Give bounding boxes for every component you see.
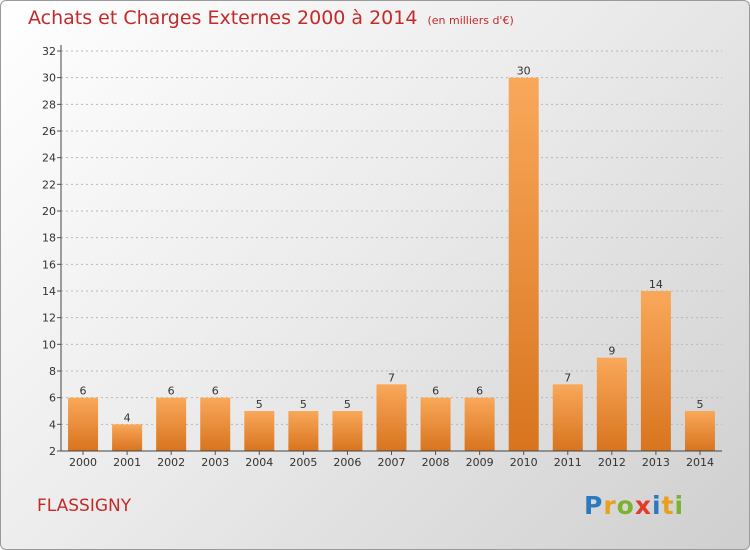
- x-tick-label: 2002: [157, 456, 185, 469]
- y-tick-label: 16: [42, 258, 56, 271]
- y-tick-label: 20: [42, 205, 56, 218]
- data-label-2014: 5: [696, 398, 703, 411]
- y-tick-label: 2: [49, 445, 56, 458]
- x-tick-label: 2006: [333, 456, 361, 469]
- y-tick-label: 32: [42, 45, 56, 58]
- data-label-2008: 6: [432, 385, 439, 398]
- x-axis-ticks: 2000 2001 2002 2003 2004 2005 2006 2007 2008 2009…: [69, 451, 714, 469]
- logo-letter: o: [616, 491, 635, 520]
- x-tick-label: 2008: [422, 456, 450, 469]
- location-name: FLASSIGNY: [37, 496, 132, 516]
- y-tick-label: 22: [42, 178, 56, 191]
- bar-2010: [508, 77, 539, 452]
- data-label-2005: 5: [300, 398, 307, 411]
- logo-letter: x: [634, 491, 652, 520]
- x-tick-label: 2003: [201, 456, 229, 469]
- logo-letter: r: [603, 491, 617, 520]
- x-tick-label: 2012: [598, 456, 626, 469]
- y-tick-label: 4: [49, 418, 56, 431]
- x-tick-label: 2010: [510, 456, 538, 469]
- bar-2007: [376, 384, 407, 451]
- y-tick-label: 8: [49, 365, 56, 378]
- data-label-2010: 30: [517, 65, 531, 78]
- bar-2004: [244, 411, 275, 451]
- data-label-2003: 6: [212, 385, 219, 398]
- x-tick-label: 2014: [686, 456, 714, 469]
- logo-letter: i: [674, 491, 685, 520]
- y-tick-label: 18: [42, 232, 56, 245]
- bar-2001: [112, 424, 143, 451]
- x-tick-label: 2001: [113, 456, 141, 469]
- bars: 6 4 6 6 5 5 5 7 6 6 30 7 9 14 5: [68, 65, 715, 452]
- bar-2013: [640, 291, 671, 451]
- chart-title-unit: (en milliers d'€): [427, 14, 514, 27]
- y-tick-label: 30: [42, 72, 56, 85]
- bar-2000: [68, 397, 99, 451]
- data-label-2001: 4: [124, 411, 131, 424]
- bar-2006: [332, 411, 363, 451]
- logo-letter: i: [652, 491, 662, 520]
- logo-letter: P: [584, 491, 604, 520]
- data-label-2013: 14: [649, 278, 663, 291]
- bar-2003: [200, 397, 231, 451]
- x-tick-label: 2009: [466, 456, 494, 469]
- bar-2005: [288, 411, 319, 451]
- x-tick-label: 2000: [69, 456, 97, 469]
- data-label-2004: 5: [256, 398, 263, 411]
- data-label-2006: 5: [344, 398, 351, 411]
- bar-2011: [552, 384, 583, 451]
- proxiti-logo: Proxiti: [584, 491, 684, 520]
- data-label-2009: 6: [476, 385, 483, 398]
- bar-2014: [684, 411, 715, 451]
- data-label-2011: 7: [564, 371, 571, 384]
- bar-2009: [464, 397, 495, 451]
- y-tick-label: 10: [42, 338, 56, 351]
- axes: [60, 45, 722, 452]
- chart-title: Achats et Charges Externes 2000 à 2014 (e…: [28, 7, 514, 29]
- logo-letter: t: [661, 491, 675, 520]
- data-label-2012: 9: [608, 345, 615, 358]
- y-tick-label: 28: [42, 98, 56, 111]
- x-tick-label: 2005: [289, 456, 317, 469]
- y-tick-label: 12: [42, 312, 56, 325]
- y-tick-label: 6: [49, 392, 56, 405]
- bar-2012: [596, 357, 627, 451]
- bar-2008: [420, 397, 451, 451]
- chart-title-main: Achats et Charges Externes 2000 à 2014: [28, 7, 418, 29]
- x-tick-label: 2004: [245, 456, 273, 469]
- x-tick-label: 2011: [554, 456, 582, 469]
- data-label-2000: 6: [80, 385, 87, 398]
- y-tick-label: 14: [42, 285, 56, 298]
- data-label-2007: 7: [388, 371, 395, 384]
- data-label-2002: 6: [168, 385, 175, 398]
- y-tick-label: 26: [42, 125, 56, 138]
- x-tick-label: 2013: [642, 456, 670, 469]
- bar-2002: [156, 397, 187, 451]
- y-tick-label: 24: [42, 152, 56, 165]
- x-tick-label: 2007: [378, 456, 406, 469]
